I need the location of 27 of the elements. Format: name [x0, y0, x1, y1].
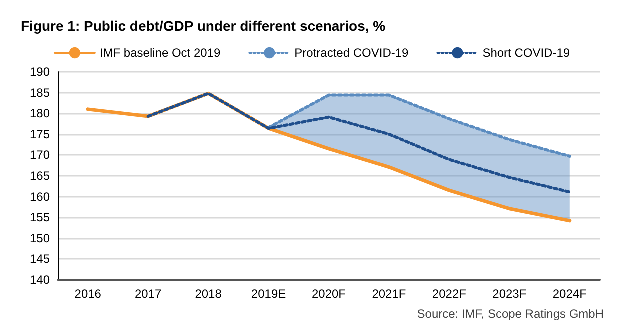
line-series	[267, 94, 572, 158]
legend-label: Protracted COVID-19	[294, 46, 410, 60]
x-tick-label: 2022F	[432, 287, 466, 301]
y-tick-label: 145	[30, 252, 50, 266]
y-tick-label: 180	[30, 106, 50, 121]
y-tick-label: 170	[30, 148, 50, 162]
y-tick-label: 165	[30, 169, 50, 183]
x-tick-label: 2021F	[372, 287, 406, 301]
line-series	[146, 92, 572, 194]
source-note: Source: IMF, Scope Ratings GmbH	[417, 307, 604, 321]
chart-title: Figure 1: Public debt/GDP under different scenarios, %	[21, 18, 386, 34]
x-tick-label: 2018	[195, 287, 222, 301]
legend-label: Short COVID-19	[482, 46, 570, 60]
y-tick-label: 140	[30, 273, 50, 287]
x-tick-label: 2017	[134, 287, 162, 301]
y-tick-label: 190	[30, 65, 50, 79]
x-tick-label: 2023F	[492, 287, 527, 301]
y-tick-label: 160	[30, 190, 50, 204]
x-tick-label: 2020F	[312, 287, 346, 301]
y-tick-label: 175	[30, 127, 50, 142]
x-tick-label: 2016	[74, 287, 102, 301]
x-tick-label: 2024F	[552, 287, 587, 301]
legend-label: IMF baseline Oct 2019	[100, 46, 221, 60]
y-tick-label: 185	[30, 86, 50, 100]
x-tick-label: 2019E	[251, 287, 286, 301]
y-tick-label: 150	[30, 231, 50, 246]
y-tick-label: 155	[30, 210, 50, 225]
